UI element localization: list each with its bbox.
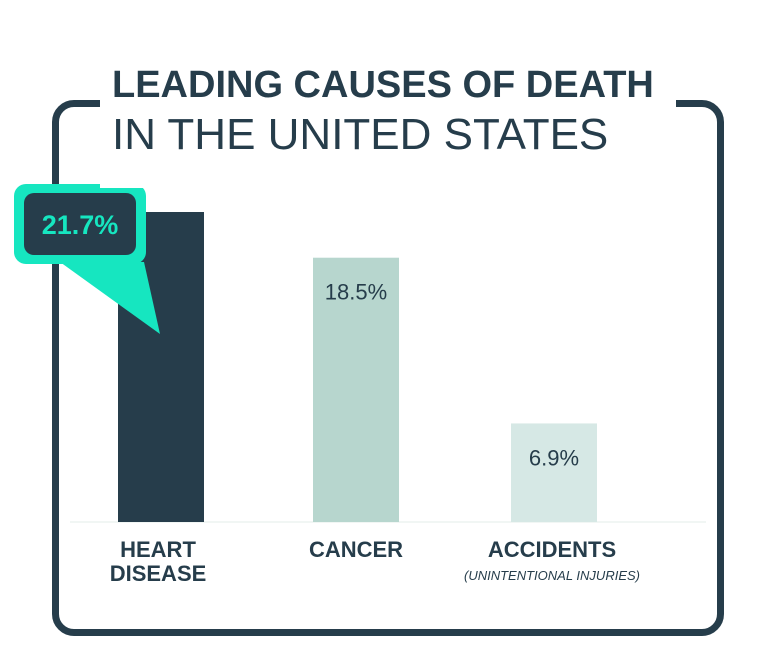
bar-cancer — [313, 257, 399, 522]
title-box — [100, 70, 676, 188]
bar-accidents — [511, 423, 597, 522]
data-label-cancer: 18.5% — [325, 280, 387, 305]
callout-pointer — [60, 262, 160, 334]
category-label-accidents: ACCIDENTS — [487, 537, 617, 562]
data-label-accidents: 6.9% — [529, 445, 579, 470]
callout-box — [24, 193, 136, 255]
category-label-heart-disease: HEART DISEASE — [109, 537, 207, 586]
highlight-callout: 21.7% — [14, 184, 160, 334]
data-label-heart-disease: 21.7% — [42, 210, 119, 240]
category-label-cancer: CANCER — [308, 537, 404, 562]
category-sublabel-accidents: (UNINTENTIONAL INJURIES) — [464, 568, 640, 583]
chart-subtitle: IN THE UNITED STATES — [112, 110, 609, 159]
chart-title: LEADING CAUSES OF DEATH — [112, 64, 654, 106]
